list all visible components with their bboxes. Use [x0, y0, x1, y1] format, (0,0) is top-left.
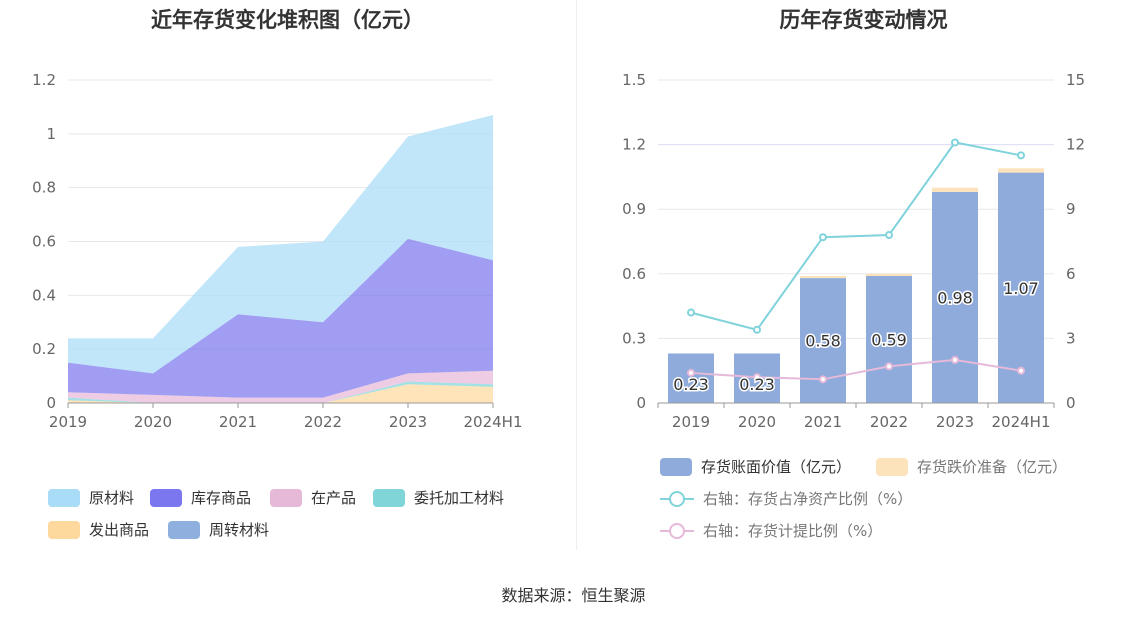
left-y-tick-label: 0	[46, 394, 56, 412]
area-raw_material	[68, 115, 493, 374]
area-inventory_goods	[68, 238, 493, 398]
left-x-tick-label: 2022	[304, 413, 342, 431]
right-chart-title: 历年存货变动情况	[779, 8, 948, 32]
left-y-tick-label: 0.4	[32, 286, 56, 304]
legend-item-raw-material[interactable]: 原材料	[48, 487, 134, 508]
legend-label: 委托加工材料	[414, 489, 505, 507]
legend-label: 右轴：存货计提比例（%）	[703, 522, 883, 540]
legend-item-wip[interactable]: 在产品	[270, 487, 356, 508]
legend-item-provision-line[interactable]: 右轴：存货计提比例（%）	[660, 520, 882, 541]
legend-swatch-wip	[270, 488, 302, 507]
legend-swatch-book-value	[660, 457, 692, 476]
right-y-tick-label: 1.2	[622, 136, 646, 154]
point-line_ratio	[951, 138, 959, 147]
point-line_provision	[819, 375, 827, 384]
point-line_provision	[951, 355, 959, 364]
panel-divider	[576, 0, 577, 550]
right-y2-tick-label: 0	[1066, 394, 1076, 412]
left-y-tick-label: 0.2	[32, 340, 56, 358]
right-y2-tick-label: 3	[1066, 329, 1076, 347]
legend-swatch-consigned	[373, 488, 405, 507]
left-x-tick-label: 2019	[49, 413, 87, 431]
point-line_ratio	[687, 308, 695, 317]
bar-reserve	[800, 275, 846, 279]
point-line_provision	[1017, 366, 1025, 375]
right-y-tick-label: 0.3	[622, 329, 646, 347]
legend-swatch-reserve	[876, 457, 908, 476]
bar-value-label: 0.23	[739, 375, 775, 394]
point-line_provision	[753, 373, 761, 382]
left-x-tick-label: 2023	[389, 413, 427, 431]
right-x-tick-label: 2022	[870, 413, 908, 431]
point-line_ratio	[819, 233, 827, 242]
legend-item-consigned[interactable]: 委托加工材料	[373, 487, 504, 508]
left-x-tick-label: 2024H1	[464, 413, 523, 431]
legend-swatch-inventory-goods	[150, 488, 182, 507]
legend-label: 右轴：存货占净资产比例（%）	[703, 490, 913, 508]
bar-book-value	[998, 172, 1044, 403]
legend-item-turnover[interactable]: 周转材料	[168, 519, 269, 540]
bar-reserve	[866, 273, 912, 276]
point-line_provision	[687, 368, 695, 377]
legend-label: 在产品	[311, 489, 357, 507]
line-line_provision	[690, 358, 1022, 381]
right-y-tick-label: 0.9	[622, 200, 646, 218]
bar-reserve	[998, 168, 1044, 173]
right-x-tick-label: 2023	[936, 413, 974, 431]
area-wip	[68, 370, 493, 403]
right-y-tick-label: 0.6	[622, 265, 646, 283]
left-x-tick-label: 2020	[134, 413, 172, 431]
right-x-tick-label: 2021	[804, 413, 842, 431]
legend-item-ratio-line[interactable]: 右轴：存货占净资产比例（%）	[660, 488, 912, 509]
right-x-tick-label: 2019	[672, 413, 710, 431]
bar-value-label: 0.58	[805, 332, 841, 351]
legend-item-shipped[interactable]: 发出商品	[48, 519, 149, 540]
legend-label: 库存商品	[191, 489, 252, 507]
right-y2-tick-label: 6	[1066, 265, 1076, 283]
legend-item-book-value[interactable]: 存货账面价值（亿元）	[660, 456, 851, 477]
bar-value-label: 0.23	[673, 375, 709, 394]
left-y-tick-label: 0.8	[32, 179, 56, 197]
legend-label: 存货跌价准备（亿元）	[917, 458, 1068, 476]
line-line_ratio	[690, 141, 1022, 331]
left-y-tick-label: 0.6	[32, 233, 56, 251]
bar-value-label: 0.59	[871, 330, 907, 349]
right-x-tick-label: 2020	[738, 413, 776, 431]
right-y2-tick-label: 15	[1066, 71, 1085, 89]
legend-item-inventory-goods[interactable]: 库存商品	[150, 487, 251, 508]
legend-swatch-shipped	[48, 520, 80, 539]
area-shipped	[68, 384, 493, 403]
legend-label: 发出商品	[89, 521, 150, 539]
left-y-tick-label: 1.2	[32, 71, 56, 89]
point-line_ratio	[1017, 151, 1025, 160]
right-y2-tick-label: 12	[1066, 136, 1085, 154]
right-y-tick-label: 1.5	[622, 71, 646, 89]
legend-label: 存货账面价值（亿元）	[701, 458, 852, 476]
left-chart-title: 近年存货变化堆积图（亿元）	[151, 8, 424, 32]
legend-line-icon-provision	[660, 522, 694, 539]
point-line_ratio	[753, 325, 761, 334]
left-x-tick-label: 2021	[219, 413, 257, 431]
right-x-tick-label: 2024H1	[992, 413, 1051, 431]
point-line_provision	[885, 362, 893, 371]
legend-label: 周转材料	[209, 521, 270, 539]
left-y-tick-label: 1	[46, 125, 56, 143]
legend-item-reserve[interactable]: 存货跌价准备（亿元）	[876, 456, 1067, 477]
legend-line-icon-ratio	[660, 490, 694, 507]
point-line_ratio	[885, 231, 893, 240]
legend-swatch-turnover	[168, 520, 200, 539]
data-source-note: 数据来源：恒生聚源	[501, 586, 646, 605]
bar-reserve	[932, 187, 978, 192]
bar-value-label: 0.98	[937, 288, 973, 307]
right-y2-tick-label: 9	[1066, 200, 1076, 218]
right-y-tick-label: 0	[636, 394, 646, 412]
bar-value-label: 1.07	[1003, 279, 1039, 298]
legend-swatch-raw-material	[48, 488, 80, 507]
legend-label: 原材料	[89, 489, 135, 507]
bar-book-value	[932, 191, 978, 403]
bar-book-value	[866, 275, 912, 403]
bar-book-value	[668, 353, 714, 403]
